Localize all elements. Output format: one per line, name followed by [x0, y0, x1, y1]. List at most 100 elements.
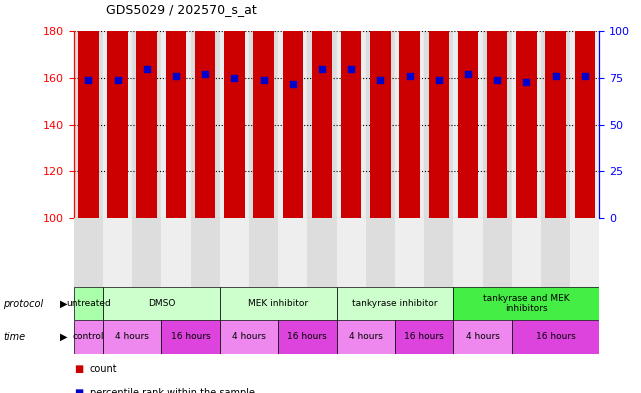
Bar [165, 0, 186, 218]
Bar [424, 31, 453, 218]
Bar [541, 31, 570, 218]
Bar [337, 31, 366, 218]
Bar [249, 218, 278, 287]
Point [317, 66, 327, 72]
Bar [278, 31, 307, 218]
Bar [453, 320, 512, 354]
Bar [512, 218, 541, 287]
Text: ■: ■ [74, 364, 83, 375]
Bar [253, 0, 274, 218]
Text: 4 hours: 4 hours [232, 332, 266, 342]
Bar [424, 218, 453, 287]
Text: 16 hours: 16 hours [536, 332, 576, 342]
Bar [453, 287, 599, 320]
Bar [220, 287, 337, 320]
Text: percentile rank within the sample: percentile rank within the sample [90, 388, 254, 393]
Point [142, 66, 152, 72]
Point [404, 73, 415, 79]
Bar [162, 218, 190, 287]
Bar [283, 0, 303, 218]
Text: 4 hours: 4 hours [349, 332, 383, 342]
Text: 16 hours: 16 hours [404, 332, 444, 342]
Bar [366, 31, 395, 218]
Bar [429, 0, 449, 218]
Text: MEK inhibitor: MEK inhibitor [248, 299, 308, 308]
Text: 16 hours: 16 hours [287, 332, 327, 342]
Bar [74, 31, 103, 218]
Bar [103, 218, 132, 287]
Bar [395, 218, 424, 287]
Point [346, 66, 356, 72]
Bar [74, 320, 103, 354]
Point [112, 77, 122, 83]
Bar [545, 0, 566, 218]
Bar [370, 0, 390, 218]
Bar [74, 218, 103, 287]
Point [258, 77, 269, 83]
Bar [395, 31, 424, 218]
Text: time: time [3, 332, 26, 342]
Bar [570, 31, 599, 218]
Text: tankyrase inhibitor: tankyrase inhibitor [352, 299, 438, 308]
Point [375, 77, 385, 83]
Bar [574, 0, 595, 218]
Bar [224, 0, 245, 218]
Bar [307, 31, 337, 218]
Point [551, 73, 561, 79]
Point [433, 77, 444, 83]
Bar [162, 31, 190, 218]
Bar [132, 31, 162, 218]
Bar [307, 218, 337, 287]
Bar [195, 0, 215, 218]
Text: 4 hours: 4 hours [115, 332, 149, 342]
Point [492, 77, 503, 83]
Bar [337, 320, 395, 354]
Text: GDS5029 / 202570_s_at: GDS5029 / 202570_s_at [106, 3, 256, 16]
Point [171, 73, 181, 79]
Bar [278, 320, 337, 354]
Bar [162, 320, 220, 354]
Bar [337, 218, 366, 287]
Bar [512, 31, 541, 218]
Bar [516, 0, 537, 218]
Bar [103, 287, 220, 320]
Text: DMSO: DMSO [147, 299, 175, 308]
Text: ▶: ▶ [60, 299, 67, 309]
Bar [107, 0, 128, 218]
Bar [220, 218, 249, 287]
Bar [366, 218, 395, 287]
Bar [453, 218, 483, 287]
Point [229, 75, 240, 81]
Bar [341, 0, 362, 218]
Text: protocol: protocol [3, 299, 44, 309]
Text: untreated: untreated [66, 299, 111, 308]
Bar [453, 31, 483, 218]
Bar [220, 320, 278, 354]
Bar [483, 218, 512, 287]
Bar [458, 0, 478, 218]
Bar [249, 31, 278, 218]
Bar [512, 320, 599, 354]
Bar [541, 218, 570, 287]
Bar [103, 320, 162, 354]
Bar [190, 31, 220, 218]
Point [521, 79, 531, 85]
Bar [483, 31, 512, 218]
Bar [220, 31, 249, 218]
Text: 4 hours: 4 hours [465, 332, 499, 342]
Point [288, 81, 298, 87]
Bar [137, 0, 157, 218]
Bar [190, 218, 220, 287]
Bar [103, 31, 132, 218]
Point [83, 77, 94, 83]
Text: 16 hours: 16 hours [171, 332, 210, 342]
Bar [395, 320, 453, 354]
Text: count: count [90, 364, 117, 375]
Bar [312, 0, 332, 218]
Bar [132, 218, 162, 287]
Bar [78, 0, 99, 218]
Text: ■: ■ [74, 388, 83, 393]
Bar [570, 218, 599, 287]
Text: ▶: ▶ [60, 332, 67, 342]
Text: tankyrase and MEK
inhibitors: tankyrase and MEK inhibitors [483, 294, 570, 313]
